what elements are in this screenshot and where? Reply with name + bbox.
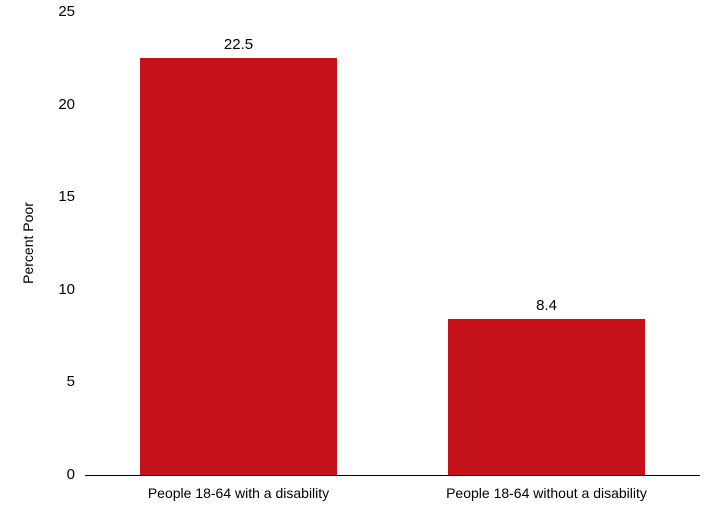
y-tick-0: 0 [50,466,75,483]
y-tick-15: 15 [50,188,75,205]
chart-container: Percent Poor 0 5 10 15 20 25 22.5 8.4 Pe… [0,0,712,517]
y-axis-label: Percent Poor [20,193,36,293]
x-tick-0: People 18-64 with a disability [90,485,387,501]
x-axis-line [85,475,700,476]
bar-value-1: 8.4 [448,297,645,314]
x-tick-1: People 18-64 without a disability [398,485,695,501]
y-tick-25: 25 [50,3,75,20]
bar-0 [140,58,337,475]
bar-value-0: 22.5 [140,36,337,53]
y-tick-20: 20 [50,96,75,113]
bar-1 [448,319,645,475]
y-tick-10: 10 [50,281,75,298]
y-tick-5: 5 [50,373,75,390]
